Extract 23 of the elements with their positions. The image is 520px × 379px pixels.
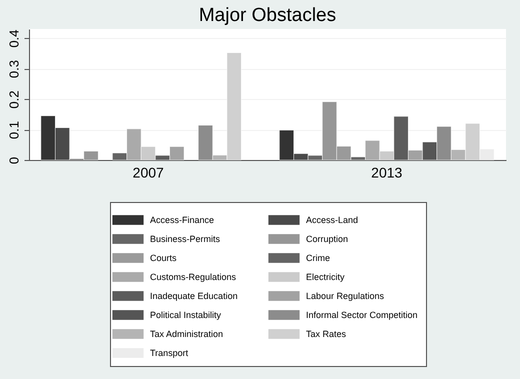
legend-label: Inadequate Education: [150, 291, 238, 301]
legend-label: Electricity: [306, 272, 346, 282]
legend-label: Informal Sector Competition: [306, 310, 418, 320]
legend-label: Customs-Regulations: [150, 272, 237, 282]
y-tick-label: 0.3: [6, 60, 22, 78]
legend-label: Business-Permits: [150, 234, 221, 244]
legend-label: Access-Land: [306, 215, 358, 225]
legend-label: Transport: [150, 348, 189, 358]
legend-label: Courts: [150, 253, 178, 263]
legend-label: Access-Finance: [150, 215, 214, 225]
legend-label: Crime: [306, 253, 330, 263]
x-tick-label: 2013: [371, 164, 403, 180]
y-tick-label: 0.4: [6, 30, 22, 48]
y-tick-label: 0.2: [6, 90, 22, 109]
chart-title: Major Obstacles: [198, 5, 336, 26]
legend-label: Political Instability: [150, 310, 222, 320]
x-tick-label: 2007: [132, 164, 164, 180]
y-tick-label: 0: [6, 156, 22, 164]
legend-label: Tax Administration: [150, 329, 224, 339]
legend-label: Corruption: [306, 234, 348, 244]
y-tick-label: 0.1: [6, 120, 22, 140]
legend-label: Labour Regulations: [306, 291, 385, 301]
legend-label: Tax Rates: [306, 329, 347, 339]
